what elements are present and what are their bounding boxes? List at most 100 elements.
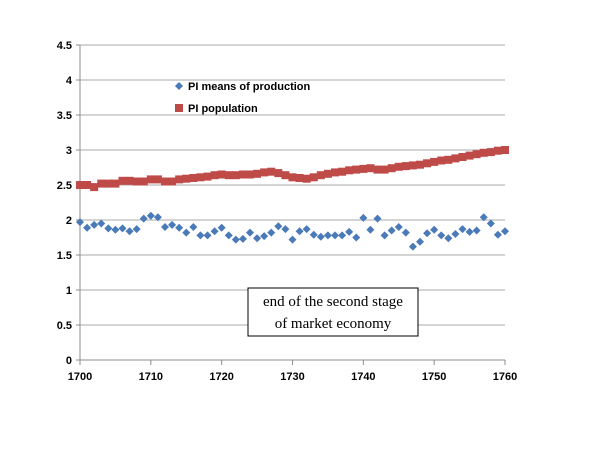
- point-population: [430, 157, 439, 166]
- x-tick-label: 1720: [209, 371, 233, 383]
- point-population: [501, 146, 509, 154]
- point-means-of-production: [139, 214, 148, 223]
- point-means-of-production: [175, 223, 184, 232]
- legend-label-population: PI population: [188, 103, 258, 115]
- annotation-border: [247, 287, 419, 337]
- y-tick-label: 3.5: [57, 110, 72, 122]
- point-population: [373, 165, 382, 174]
- point-means-of-production: [486, 219, 495, 228]
- legend: PI means of production PI population: [175, 81, 311, 115]
- point-population: [380, 165, 389, 174]
- point-population: [345, 166, 354, 175]
- y-tick-label: 1: [66, 285, 72, 297]
- point-means-of-production: [217, 223, 226, 232]
- point-means-of-production: [76, 218, 84, 227]
- x-tick-labels: 1700 1710 1720 1730 1740 1750 1760: [68, 371, 517, 383]
- point-means-of-production: [97, 219, 106, 228]
- point-means-of-production: [132, 225, 141, 234]
- point-population: [366, 164, 375, 173]
- point-population: [437, 156, 446, 165]
- point-population: [444, 155, 453, 164]
- point-means-of-production: [352, 233, 361, 242]
- legend-label-means-of-production: PI means of production: [188, 81, 311, 93]
- annotation-box: end of the second stage of market econom…: [247, 287, 419, 337]
- annotation-line-2: of market economy: [275, 316, 392, 332]
- point-population: [189, 174, 198, 182]
- point-means-of-production: [295, 227, 304, 236]
- point-population: [486, 148, 495, 157]
- point-means-of-production: [302, 225, 311, 234]
- point-means-of-production: [281, 225, 290, 234]
- point-means-of-production: [416, 237, 424, 246]
- x-tick-label: 1740: [351, 371, 375, 383]
- point-population: [472, 150, 481, 159]
- point-population: [479, 148, 488, 157]
- point-population: [168, 177, 177, 186]
- point-means-of-production: [104, 224, 113, 233]
- point-population: [153, 175, 162, 184]
- x-tick-label: 1710: [139, 371, 163, 383]
- y-tick-label: 0.5: [57, 320, 72, 332]
- point-means-of-production: [274, 222, 283, 231]
- point-population: [196, 173, 205, 182]
- point-means-of-production: [394, 223, 403, 231]
- point-population: [458, 153, 467, 161]
- point-means-of-production: [316, 232, 325, 241]
- point-means-of-production: [380, 231, 389, 240]
- point-means-of-production: [493, 230, 502, 239]
- point-means-of-production: [231, 235, 240, 244]
- point-population: [281, 171, 290, 180]
- point-means-of-production: [465, 227, 474, 236]
- point-population: [139, 177, 148, 186]
- point-means-of-production: [146, 211, 155, 220]
- legend-square-marker: [175, 104, 183, 112]
- point-population: [309, 173, 318, 182]
- y-tick-label: 0: [66, 355, 72, 367]
- axes: [76, 44, 506, 365]
- point-means-of-production: [323, 231, 332, 240]
- point-population: [260, 168, 269, 177]
- point-population: [104, 179, 113, 188]
- point-means-of-production: [288, 235, 297, 244]
- point-population: [175, 175, 184, 184]
- point-population: [288, 173, 297, 182]
- point-means-of-production: [359, 213, 368, 222]
- point-means-of-production: [161, 223, 169, 231]
- point-population: [295, 174, 304, 182]
- point-population: [203, 172, 212, 181]
- point-population: [125, 176, 134, 185]
- point-population: [210, 171, 219, 180]
- point-means-of-production: [345, 227, 354, 236]
- y-tick-label: 4.5: [57, 40, 72, 52]
- legend-diamond-marker: [175, 82, 183, 90]
- y-tick-label: 2: [66, 215, 72, 227]
- point-means-of-production: [189, 223, 198, 231]
- point-population: [90, 183, 99, 192]
- point-population: [83, 181, 92, 189]
- y-tick-label: 3: [66, 145, 72, 157]
- point-population: [387, 164, 396, 173]
- point-means-of-production: [210, 227, 219, 236]
- point-means-of-production: [238, 234, 247, 243]
- y-tick-label: 4: [66, 75, 73, 87]
- point-means-of-production: [253, 234, 262, 243]
- y-tick-label: 1.5: [57, 250, 72, 262]
- point-means-of-production: [203, 231, 212, 240]
- point-population: [302, 174, 311, 183]
- x-tick-label: 1730: [280, 371, 304, 383]
- point-means-of-production: [437, 231, 446, 240]
- point-population: [408, 161, 417, 170]
- series-means-of-production: [76, 211, 509, 251]
- point-means-of-production: [423, 229, 432, 238]
- point-means-of-production: [472, 226, 481, 235]
- point-means-of-production: [401, 228, 410, 237]
- point-means-of-production: [246, 228, 254, 237]
- point-population: [267, 167, 276, 176]
- point-population: [238, 170, 247, 179]
- point-means-of-production: [338, 231, 347, 240]
- point-population: [246, 170, 254, 179]
- point-means-of-production: [153, 213, 162, 222]
- annotation-line-1: end of the second stage: [263, 294, 403, 310]
- y-tick-label: 2.5: [57, 180, 72, 192]
